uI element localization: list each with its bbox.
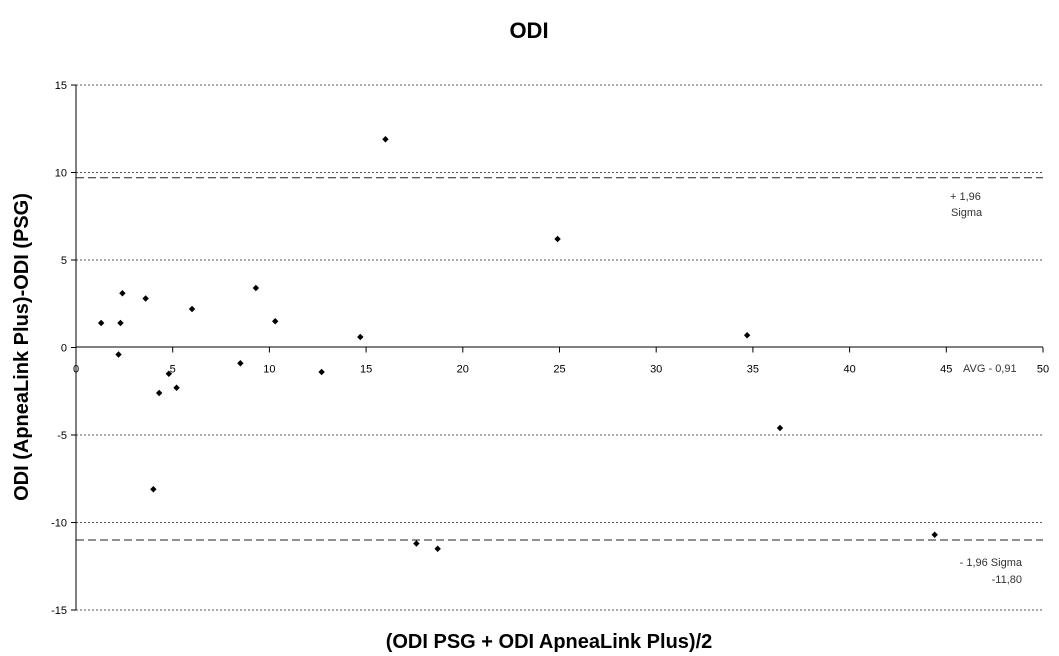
x-tick-label: 5 — [170, 364, 176, 376]
upper-limit-label-1: + 1,96 — [950, 191, 981, 203]
y-tick-label: -10 — [51, 518, 67, 530]
x-tick-label: 20 — [457, 364, 469, 376]
y-tick-label: -5 — [57, 430, 67, 442]
data-point — [115, 351, 122, 358]
data-point — [119, 290, 126, 297]
data-point — [382, 136, 389, 143]
gridlines — [76, 84, 1043, 611]
data-point — [150, 486, 157, 493]
y-tick-label: 5 — [61, 255, 67, 267]
data-point — [188, 305, 196, 313]
y-tick-label: -15 — [51, 605, 67, 617]
lower-limit-label-1: - 1,96 Sigma — [960, 557, 1023, 569]
data-point — [743, 332, 751, 339]
data-point — [554, 235, 561, 243]
x-tick-label: 45 — [940, 364, 952, 376]
data-point — [155, 389, 163, 397]
x-tick-label: 15 — [360, 364, 372, 376]
y-axis-title: ODI (ApneaLink Plus)-ODI (PSG) — [11, 193, 33, 501]
average-label: AVG - 0,91 — [963, 363, 1017, 375]
lower-limit-label-2: -11,80 — [992, 574, 1022, 586]
x-tick-label: 0 — [73, 364, 79, 376]
data-point — [97, 319, 105, 327]
x-tick-label: 50 — [1037, 364, 1049, 376]
data-point — [413, 540, 420, 547]
data-point — [252, 284, 260, 292]
x-axis-title: (ODI PSG + ODI ApneaLink Plus)/2 — [386, 631, 713, 653]
upper-limit-label-2: Sigma — [951, 207, 983, 219]
data-points — [97, 136, 938, 552]
data-point — [434, 545, 441, 552]
data-point — [931, 531, 938, 538]
y-tick-label: 15 — [55, 80, 67, 92]
x-tick-label: 40 — [843, 364, 855, 376]
data-point — [142, 295, 149, 302]
x-tick-label: 10 — [263, 364, 275, 376]
chart-title: ODI — [509, 18, 548, 43]
data-point — [237, 360, 244, 367]
x-tick-label: 25 — [553, 364, 565, 376]
data-point — [117, 319, 124, 327]
x-axis-ticks: 0 5 10 15 20 25 30 35 40 45 50 — [73, 347, 1049, 376]
data-point — [272, 318, 279, 325]
data-point — [165, 370, 173, 377]
x-tick-label: 35 — [747, 364, 759, 376]
data-point — [357, 333, 364, 341]
y-tick-label: 10 — [55, 168, 67, 180]
data-point — [173, 384, 180, 391]
y-axis-ticks: 15 10 5 0 -5 -10 -15 — [51, 80, 76, 617]
reference-lines — [76, 177, 1043, 541]
x-tick-label: 30 — [650, 364, 662, 376]
data-point — [776, 424, 784, 432]
data-point — [318, 368, 325, 376]
y-tick-label: 0 — [61, 343, 67, 355]
